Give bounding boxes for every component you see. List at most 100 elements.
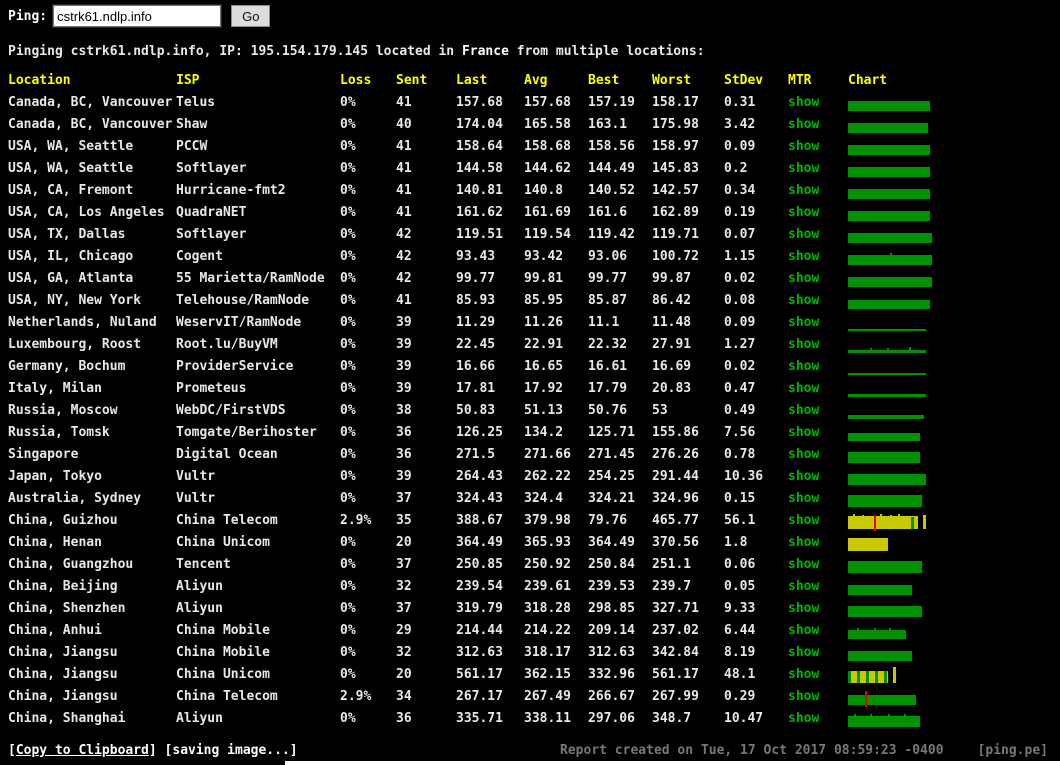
cell-mtr: show: [788, 92, 848, 114]
cell-best: 50.76: [588, 403, 628, 418]
cell-chart: [848, 510, 1060, 532]
chart-tick: [923, 515, 926, 529]
mtr-show-link[interactable]: show: [788, 315, 820, 330]
cell-worst: 158.17: [652, 95, 699, 110]
mtr-show-link[interactable]: show: [788, 161, 820, 176]
saving-image-status: saving image...: [172, 743, 290, 758]
footer-actions: [Copy to Clipboard] [saving image...]: [0, 740, 298, 762]
chart-tick: [887, 348, 889, 353]
mtr-show-link[interactable]: show: [788, 95, 820, 110]
cell-last: 267.17: [456, 689, 503, 704]
cell-avg: 338.11: [524, 711, 571, 726]
ping-pe-link[interactable]: [ping.pe]: [977, 743, 1048, 758]
mtr-show-link[interactable]: show: [788, 381, 820, 396]
cell-location: Russia, Tomsk: [8, 425, 110, 440]
column-header-sent: Sent: [396, 73, 428, 88]
cell-avg: 93.42: [524, 249, 564, 264]
cell-avg: 16.65: [524, 359, 564, 374]
cell-avg: 214.22: [524, 623, 571, 638]
cell-location: Luxembourg, Roost: [8, 337, 142, 352]
cell-chart: [848, 136, 1060, 158]
mtr-show-link[interactable]: show: [788, 139, 820, 154]
cell-avg: 165.58: [524, 117, 571, 132]
mtr-show-link[interactable]: show: [788, 249, 820, 264]
latency-chart-bar: [848, 394, 926, 397]
cell-best: 161.6: [588, 205, 628, 220]
cell-sent: 35: [396, 513, 412, 528]
cell-sent: 42: [396, 249, 412, 264]
mtr-show-link[interactable]: show: [788, 425, 820, 440]
cell-sent: 29: [396, 623, 412, 638]
table-header-row: Location ISP Loss Sent Last Avg Best Worst StDev…: [0, 70, 1060, 92]
cell-loss: 0%: [340, 293, 356, 308]
mtr-show-link[interactable]: show: [788, 491, 820, 506]
mtr-show-link[interactable]: show: [788, 667, 820, 682]
go-button[interactable]: Go: [231, 5, 271, 27]
cell-chart: [848, 444, 1060, 466]
cell-loss: 0%: [340, 359, 356, 374]
mtr-show-link[interactable]: show: [788, 645, 820, 660]
cell-mtr: show: [788, 400, 848, 422]
cell-best: 324.21: [588, 491, 635, 506]
latency-chart-bar: [848, 538, 888, 551]
cell-location: China, Jiangsu: [8, 645, 118, 660]
cell-last: 161.62: [456, 205, 503, 220]
cell-avg: 99.81: [524, 271, 564, 286]
latency-chart-bar: [848, 452, 920, 463]
cell-stdev: 10.36: [724, 469, 764, 484]
mtr-show-link[interactable]: show: [788, 557, 820, 572]
mtr-show-link[interactable]: show: [788, 447, 820, 462]
latency-chart-bar: [848, 233, 932, 243]
cell-isp: QuadraNET: [176, 205, 247, 220]
cell-location: China, Henan: [8, 535, 102, 550]
mtr-show-link[interactable]: show: [788, 117, 820, 132]
cell-best: 157.19: [588, 95, 635, 110]
mtr-show-link[interactable]: show: [788, 271, 820, 286]
cell-chart: [848, 92, 1060, 114]
cell-stdev: 3.42: [724, 117, 756, 132]
copy-to-clipboard-link[interactable]: Copy to Clipboard: [15, 743, 149, 758]
mtr-show-link[interactable]: show: [788, 689, 820, 704]
cell-last: 99.77: [456, 271, 496, 286]
cell-best: 99.77: [588, 271, 628, 286]
table-row: Luxembourg, Roost Root.lu/BuyVM 0% 39 22…: [0, 334, 1060, 356]
cell-sent: 20: [396, 535, 412, 550]
mtr-show-link[interactable]: show: [788, 711, 820, 726]
cell-worst: 158.97: [652, 139, 699, 154]
mtr-show-link[interactable]: show: [788, 623, 820, 638]
table-row: China, Anhui China Mobile 0% 29 214.44 2…: [0, 620, 1060, 642]
mtr-show-link[interactable]: show: [788, 535, 820, 550]
cell-last: 214.44: [456, 623, 503, 638]
table-row: Germany, Bochum ProviderService 0% 39 16…: [0, 356, 1060, 378]
mtr-show-link[interactable]: show: [788, 403, 820, 418]
footer-bar: [Copy to Clipboard] [saving image...] Re…: [0, 740, 1060, 762]
cell-mtr: show: [788, 708, 848, 730]
cell-worst: 20.83: [652, 381, 692, 396]
ping-input[interactable]: [52, 4, 223, 28]
cell-last: 335.71: [456, 711, 503, 726]
cell-isp: China Unicom: [176, 535, 270, 550]
column-header-chart: Chart: [848, 73, 888, 88]
mtr-show-link[interactable]: show: [788, 579, 820, 594]
mtr-show-link[interactable]: show: [788, 601, 820, 616]
mtr-show-link[interactable]: show: [788, 513, 820, 528]
cell-mtr: show: [788, 290, 848, 312]
mtr-show-link[interactable]: show: [788, 469, 820, 484]
cell-location: China, Jiangsu: [8, 667, 118, 682]
mtr-show-link[interactable]: show: [788, 359, 820, 374]
cell-stdev: 0.31: [724, 95, 756, 110]
cell-location: Japan, Tokyo: [8, 469, 102, 484]
mtr-show-link[interactable]: show: [788, 227, 820, 242]
cell-stdev: 0.05: [724, 579, 756, 594]
cell-best: 22.32: [588, 337, 628, 352]
cell-mtr: show: [788, 664, 848, 686]
cell-worst: 561.17: [652, 667, 699, 682]
mtr-show-link[interactable]: show: [788, 293, 820, 308]
packet-loss-marker: [874, 515, 876, 531]
ping-form: Ping: Go: [8, 4, 271, 28]
mtr-show-link[interactable]: show: [788, 337, 820, 352]
cell-stdev: 0.09: [724, 139, 756, 154]
mtr-show-link[interactable]: show: [788, 183, 820, 198]
cell-avg: 239.61: [524, 579, 571, 594]
mtr-show-link[interactable]: show: [788, 205, 820, 220]
